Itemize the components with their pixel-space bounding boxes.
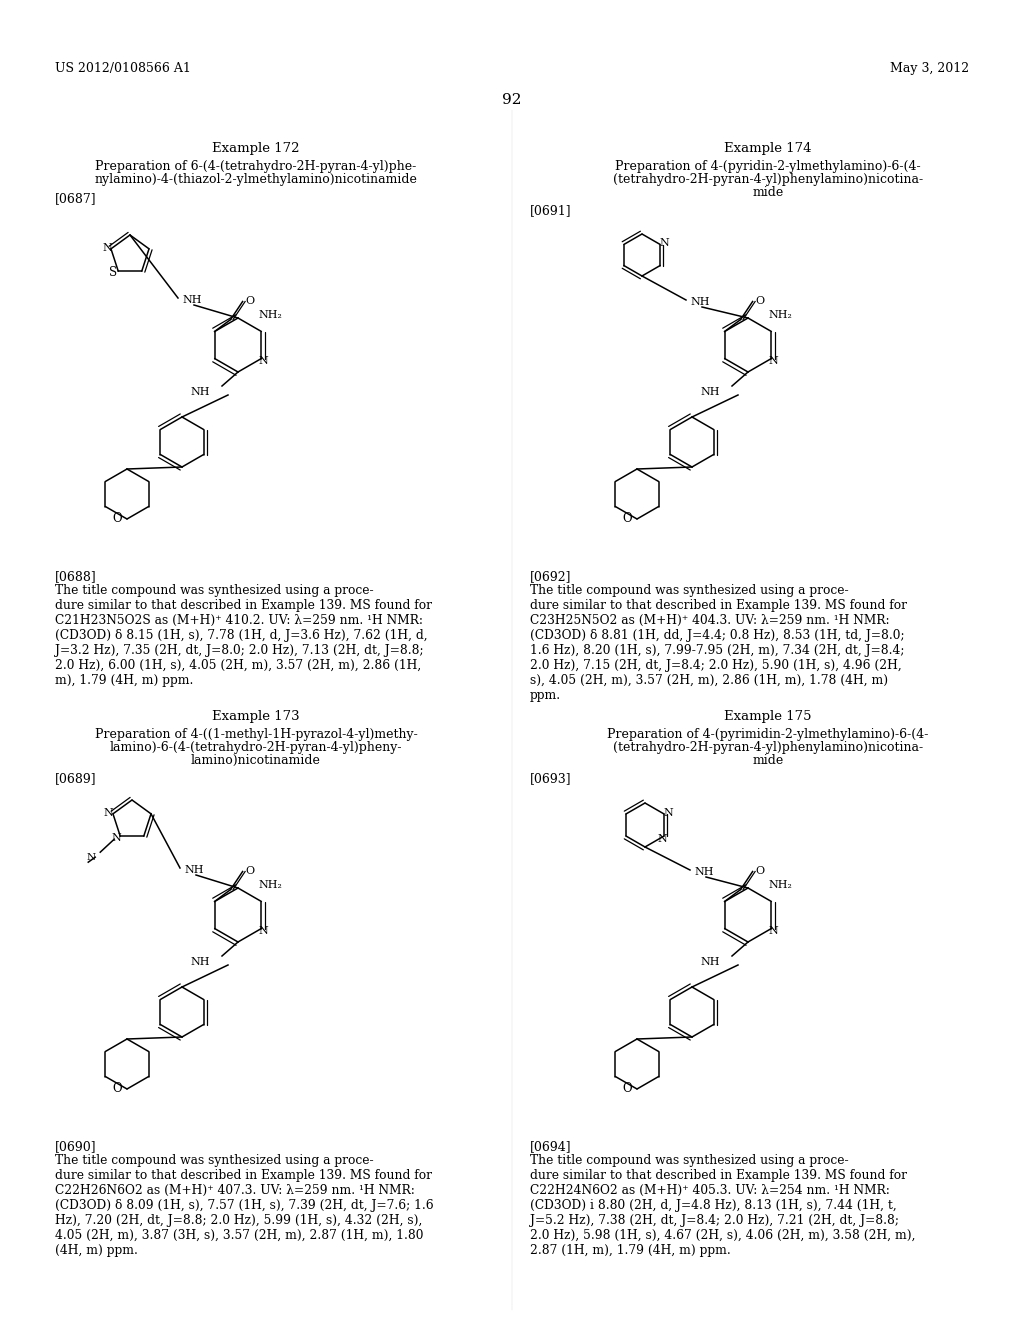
- Text: Example 173: Example 173: [212, 710, 300, 723]
- Text: Example 174: Example 174: [724, 143, 812, 154]
- Text: N: N: [103, 808, 113, 818]
- Text: NH: NH: [694, 867, 714, 876]
- Text: The title compound was synthesized using a proce-
dure similar to that described: The title compound was synthesized using…: [530, 583, 907, 702]
- Text: O: O: [623, 1082, 632, 1096]
- Text: NH: NH: [184, 865, 204, 875]
- Text: Example 172: Example 172: [212, 143, 300, 154]
- Text: The title compound was synthesized using a proce-
dure similar to that described: The title compound was synthesized using…: [55, 583, 432, 686]
- Text: NH₂: NH₂: [769, 309, 793, 319]
- Text: Preparation of 4-(pyridin-2-ylmethylamino)-6-(4-: Preparation of 4-(pyridin-2-ylmethylamin…: [615, 160, 921, 173]
- Text: N: N: [86, 853, 95, 862]
- Text: N: N: [112, 833, 121, 843]
- Text: (tetrahydro-2H-pyran-4-yl)phenylamino)nicotina-: (tetrahydro-2H-pyran-4-yl)phenylamino)ni…: [613, 173, 923, 186]
- Text: lamino)nicotinamide: lamino)nicotinamide: [191, 754, 321, 767]
- Text: Example 175: Example 175: [724, 710, 812, 723]
- Text: NH₂: NH₂: [769, 879, 793, 890]
- Text: N: N: [258, 925, 268, 936]
- Text: Preparation of 4-((1-methyl-1H-pyrazol-4-yl)methy-: Preparation of 4-((1-methyl-1H-pyrazol-4…: [94, 729, 418, 741]
- Text: O: O: [756, 296, 765, 305]
- Text: O: O: [246, 296, 255, 305]
- Text: [0687]: [0687]: [55, 191, 96, 205]
- Text: N: N: [664, 808, 673, 818]
- Text: mide: mide: [753, 186, 783, 199]
- Text: N: N: [657, 834, 667, 843]
- Text: NH: NH: [690, 297, 710, 308]
- Text: [0691]: [0691]: [530, 205, 571, 216]
- Text: NH: NH: [190, 387, 210, 397]
- Text: The title compound was synthesized using a proce-
dure similar to that described: The title compound was synthesized using…: [530, 1154, 915, 1257]
- Text: O: O: [623, 512, 632, 525]
- Text: N: N: [768, 355, 778, 366]
- Text: May 3, 2012: May 3, 2012: [890, 62, 969, 75]
- Text: US 2012/0108566 A1: US 2012/0108566 A1: [55, 62, 190, 75]
- Text: The title compound was synthesized using a proce-
dure similar to that described: The title compound was synthesized using…: [55, 1154, 433, 1257]
- Text: O: O: [113, 512, 122, 525]
- Text: mide: mide: [753, 754, 783, 767]
- Text: N: N: [659, 239, 669, 248]
- Text: NH: NH: [700, 387, 720, 397]
- Text: (tetrahydro-2H-pyran-4-yl)phenylamino)nicotina-: (tetrahydro-2H-pyran-4-yl)phenylamino)ni…: [613, 741, 923, 754]
- Text: S: S: [110, 265, 118, 279]
- Text: NH: NH: [190, 957, 210, 968]
- Text: [0690]: [0690]: [55, 1140, 96, 1152]
- Text: O: O: [756, 866, 765, 875]
- Text: [0692]: [0692]: [530, 570, 571, 583]
- Text: 92: 92: [502, 92, 522, 107]
- Text: O: O: [113, 1082, 122, 1096]
- Text: nylamino)-4-(thiazol-2-ylmethylamino)nicotinamide: nylamino)-4-(thiazol-2-ylmethylamino)nic…: [94, 173, 418, 186]
- Text: NH: NH: [182, 294, 202, 305]
- Text: lamino)-6-(4-(tetrahydro-2H-pyran-4-yl)pheny-: lamino)-6-(4-(tetrahydro-2H-pyran-4-yl)p…: [110, 741, 402, 754]
- Text: Preparation of 4-(pyrimidin-2-ylmethylamino)-6-(4-: Preparation of 4-(pyrimidin-2-ylmethylam…: [607, 729, 929, 741]
- Text: Preparation of 6-(4-(tetrahydro-2H-pyran-4-yl)phe-: Preparation of 6-(4-(tetrahydro-2H-pyran…: [95, 160, 417, 173]
- Text: N: N: [258, 355, 268, 366]
- Text: [0689]: [0689]: [55, 772, 96, 785]
- Text: NH₂: NH₂: [259, 879, 283, 890]
- Text: N: N: [768, 925, 778, 936]
- Text: [0694]: [0694]: [530, 1140, 571, 1152]
- Text: O: O: [246, 866, 255, 875]
- Text: NH₂: NH₂: [259, 309, 283, 319]
- Text: [0693]: [0693]: [530, 772, 571, 785]
- Text: [0688]: [0688]: [55, 570, 96, 583]
- Text: N: N: [102, 243, 112, 253]
- Text: NH: NH: [700, 957, 720, 968]
